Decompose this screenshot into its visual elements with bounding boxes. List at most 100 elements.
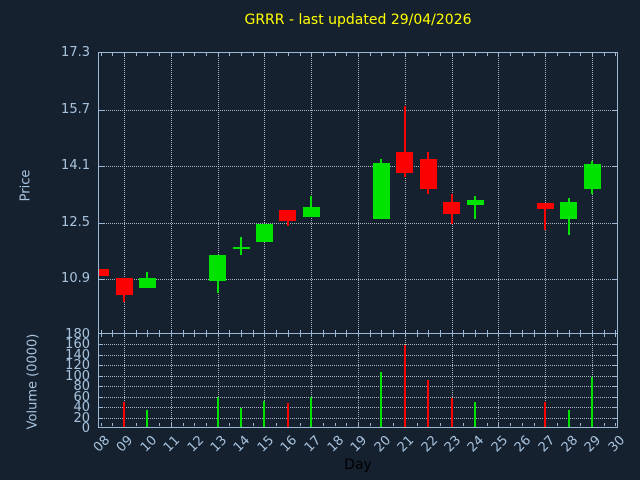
axis-tick xyxy=(613,365,617,367)
candle-body-day-24 xyxy=(466,199,484,206)
x-tick-label: 26 xyxy=(512,433,535,456)
axis-tick xyxy=(99,166,104,168)
volume-bar-day-10 xyxy=(146,409,149,427)
x-tick-label: 29 xyxy=(582,433,605,456)
price-tick-label: 17.3 xyxy=(61,45,90,60)
candle-body-day-28 xyxy=(560,201,578,220)
axis-tick xyxy=(533,53,535,56)
axis-tick xyxy=(205,334,207,337)
candle-wick-day-27 xyxy=(544,203,547,230)
axis-tick xyxy=(580,423,582,426)
axis-tick xyxy=(393,53,395,56)
axis-tick xyxy=(533,334,535,337)
axis-tick xyxy=(100,423,102,426)
price-plot-area xyxy=(98,52,618,334)
x-tick-label: 19 xyxy=(348,433,371,456)
axis-tick xyxy=(369,53,371,56)
x-tick-label: 14 xyxy=(231,433,254,456)
axis-tick xyxy=(612,222,617,224)
axis-tick xyxy=(252,53,254,56)
gridline-horizontal xyxy=(99,354,617,356)
axis-tick xyxy=(463,334,465,337)
axis-tick xyxy=(475,53,476,56)
volume-tick-label: 80 xyxy=(73,379,90,395)
axis-tick xyxy=(533,330,535,333)
volume-tick-label: 100 xyxy=(65,368,90,384)
axis-tick xyxy=(613,375,617,377)
x-tick-label: 10 xyxy=(137,433,161,456)
volume-bar-day-17 xyxy=(310,397,313,427)
x-tick-label: 25 xyxy=(488,433,512,456)
axis-tick xyxy=(229,334,231,337)
gridline-horizontal xyxy=(99,279,617,281)
axis-tick xyxy=(404,334,406,337)
axis-tick xyxy=(580,334,582,337)
axis-tick xyxy=(463,330,465,333)
gridline-vertical xyxy=(451,53,453,333)
volume-plot-area xyxy=(98,334,618,428)
x-tick-label: 21 xyxy=(395,433,418,456)
axis-tick xyxy=(369,423,371,426)
axis-tick xyxy=(182,53,184,56)
axis-tick xyxy=(99,222,104,224)
gridline-horizontal xyxy=(99,344,617,346)
axis-tick xyxy=(486,330,488,333)
axis-tick xyxy=(404,330,406,333)
axis-tick xyxy=(147,334,149,337)
axis-tick xyxy=(451,53,453,56)
axis-tick xyxy=(613,386,617,388)
axis-tick xyxy=(334,330,336,333)
axis-tick xyxy=(486,53,488,56)
gridline-horizontal xyxy=(99,166,617,168)
axis-tick xyxy=(346,423,348,426)
volume-bar-day-14 xyxy=(240,407,242,427)
axis-tick xyxy=(510,334,512,337)
x-tick-label: 17 xyxy=(301,433,324,456)
axis-tick xyxy=(358,330,359,333)
axis-tick xyxy=(229,330,231,333)
axis-tick xyxy=(510,330,512,333)
candle-body-day-20 xyxy=(372,162,390,220)
x-tick-label: 16 xyxy=(278,433,301,456)
axis-tick xyxy=(252,330,254,333)
axis-tick xyxy=(486,423,488,426)
axis-tick xyxy=(276,423,278,426)
volume-bar-day-28 xyxy=(567,409,570,427)
axis-tick xyxy=(439,334,441,337)
axis-tick xyxy=(205,53,207,56)
axis-tick xyxy=(112,330,114,333)
axis-tick xyxy=(287,330,289,333)
axis-tick xyxy=(580,330,582,333)
axis-tick xyxy=(276,334,278,337)
candle-wick-day-17 xyxy=(310,196,313,218)
axis-tick xyxy=(615,423,617,426)
gridline-vertical xyxy=(124,334,125,427)
axis-tick xyxy=(159,330,161,333)
gridline-vertical xyxy=(358,334,359,427)
axis-tick xyxy=(194,334,196,337)
axis-tick xyxy=(463,423,465,426)
axis-tick xyxy=(194,423,196,426)
gridline-vertical xyxy=(124,53,125,333)
axis-tick xyxy=(170,423,172,426)
axis-tick xyxy=(603,423,605,426)
axis-tick xyxy=(404,53,406,56)
axis-tick xyxy=(99,375,103,377)
x-tick-label: 22 xyxy=(418,433,441,456)
axis-tick xyxy=(463,53,465,56)
axis-tick xyxy=(99,396,103,398)
price-tick-label: 12.5 xyxy=(61,214,90,230)
price-tick-label: 10.9 xyxy=(61,271,90,287)
candle-body-day-15 xyxy=(255,224,273,243)
axis-tick xyxy=(603,334,605,337)
axis-tick xyxy=(124,53,125,56)
axis-tick xyxy=(381,334,383,337)
gridline-vertical xyxy=(545,334,547,427)
x-tick-label: 27 xyxy=(535,433,558,456)
axis-tick xyxy=(393,423,395,426)
axis-tick xyxy=(556,330,558,333)
price-tick-label: 14.1 xyxy=(61,158,90,174)
axis-tick xyxy=(393,334,395,337)
volume-bar-day-23 xyxy=(450,398,453,427)
